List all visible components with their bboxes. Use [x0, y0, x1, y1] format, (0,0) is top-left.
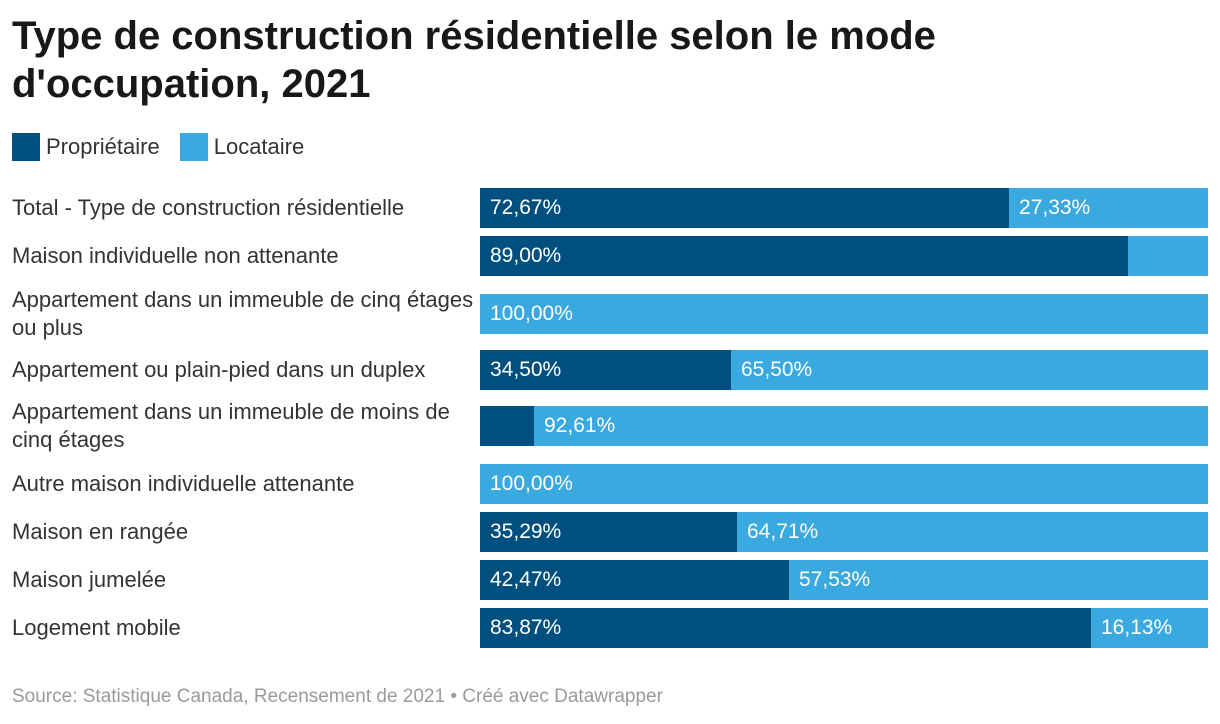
category-label: Appartement ou plain-pied dans un duplex	[12, 357, 426, 382]
bar-segment-locataire	[789, 560, 1208, 600]
category-label: Maison individuelle non attenante	[12, 243, 339, 268]
bar-track: 35,29% 64,71%	[480, 512, 1208, 552]
data-label-proprietaire: 72,67%	[490, 196, 562, 219]
bar-segment-proprietaire	[480, 350, 731, 390]
legend: Propriétaire Locataire	[12, 130, 324, 164]
bar-segment-proprietaire	[480, 560, 789, 600]
legend-swatch-proprietaire	[12, 133, 40, 161]
data-label-proprietaire: 34,50%	[490, 358, 562, 381]
bar-segment-locataire	[731, 350, 1208, 390]
bar-segment-locataire	[1009, 188, 1208, 228]
bar-segment-proprietaire	[480, 236, 1128, 276]
data-label-proprietaire: 42,47%	[490, 568, 562, 591]
bar-track: 42,47% 57,53%	[480, 560, 1208, 600]
data-label-locataire: 100,00%	[490, 302, 573, 325]
bar-segment-locataire	[480, 464, 1208, 504]
bar-segment-proprietaire	[480, 512, 737, 552]
bar-segment-locataire	[480, 294, 1208, 334]
bar-track: 72,67% 27,33%	[480, 188, 1208, 228]
legend-label-proprietaire: Propriétaire	[46, 134, 160, 159]
category-label: Appartement dans un immeuble de cinq éta…	[12, 287, 474, 340]
legend-swatch-locataire	[179, 133, 208, 161]
bar-row: Logement mobile 83,87% 16,13%	[12, 608, 1208, 648]
data-label-proprietaire: 35,29%	[490, 520, 562, 543]
bar-segment-proprietaire	[480, 188, 1009, 228]
category-label: Maison jumelée	[12, 567, 167, 592]
bar-track: 34,50% 65,50%	[480, 350, 1208, 390]
bar-row: Appartement dans un immeuble de cinq éta…	[12, 287, 1208, 340]
category-label: Total - Type de construction résidentiel…	[12, 195, 405, 220]
data-label-locataire: 27,33%	[1019, 196, 1091, 219]
bar-row: Autre maison individuelle attenante 100,0…	[12, 464, 1208, 504]
data-label-proprietaire: 83,87%	[490, 616, 562, 639]
category-label: Appartement dans un immeuble de moins de…	[12, 399, 450, 452]
category-label: Maison en rangée	[12, 519, 189, 544]
chart-title: Type de construction résidentielle selon…	[12, 14, 936, 106]
bar-track: 83,87% 16,13%	[480, 608, 1208, 648]
bar-row: Maison jumelée 42,47% 57,53%	[12, 560, 1208, 600]
bar-segment-locataire	[737, 512, 1208, 552]
data-label-locataire: 57,53%	[799, 568, 871, 591]
bar-segment-locataire	[1128, 236, 1208, 276]
bar-segment-locataire	[1091, 608, 1208, 648]
data-label-proprietaire: 89,00%	[490, 244, 562, 267]
bar-row: Maison en rangée 35,29% 64,71%	[12, 512, 1208, 552]
data-label-locataire: 92,61%	[544, 414, 616, 437]
data-label-locataire: 64,71%	[747, 520, 819, 543]
bar-row: Total - Type de construction résidentiel…	[12, 188, 1208, 228]
category-label: Logement mobile	[12, 615, 181, 640]
bar-track: 89,00%	[480, 236, 1208, 276]
bar-track: 100,00%	[480, 464, 1208, 504]
legend-item-proprietaire: Propriétaire	[12, 133, 160, 161]
source-note: Source: Statistique Canada, Recensement …	[12, 686, 663, 707]
bar-track: 100,00%	[480, 294, 1208, 334]
bar-row: Appartement ou plain-pied dans un duplex…	[12, 350, 1208, 390]
data-label-locataire: 65,50%	[741, 358, 813, 381]
bar-track: 92,61%	[480, 406, 1208, 446]
legend-label-locataire: Locataire	[213, 134, 305, 159]
bar-segment-proprietaire	[480, 608, 1091, 648]
legend-item-locataire: Locataire	[179, 133, 305, 161]
data-label-locataire: 16,13%	[1101, 616, 1173, 639]
bar-row: Maison individuelle non attenante 89,00%	[12, 236, 1208, 276]
bar-segment-proprietaire	[480, 406, 534, 446]
category-label: Autre maison individuelle attenante	[12, 471, 355, 496]
bar-segment-locataire	[534, 406, 1208, 446]
bar-row: Appartement dans un immeuble de moins de…	[12, 399, 1208, 452]
data-label-locataire: 100,00%	[490, 472, 573, 495]
